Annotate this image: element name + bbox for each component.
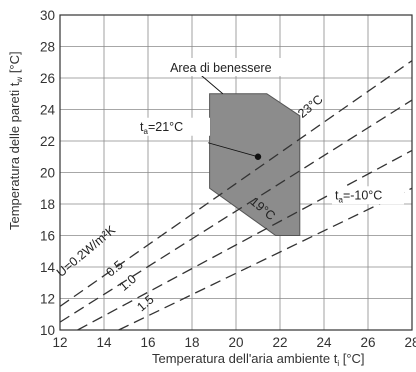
y-tick-label: 12: [40, 292, 55, 307]
series-line-1: [59, 99, 413, 323]
y-tick-label: 16: [40, 229, 55, 244]
comfort-area: [209, 93, 301, 236]
series-line-3: [118, 187, 413, 331]
x-tick-label: 24: [316, 335, 332, 350]
marker-label: ta=21°C: [140, 120, 183, 136]
x-tick-label: 16: [140, 335, 155, 350]
x-tick-label: 22: [272, 335, 287, 350]
comfort-area-label: Area di benessere: [170, 61, 272, 75]
series-line-2: [77, 149, 413, 331]
x-tick-label: 18: [184, 335, 199, 350]
y-tick-label: 14: [40, 260, 56, 275]
x-tick-label: 14: [96, 335, 112, 350]
y-tick-label: 22: [40, 134, 55, 149]
area-leader: [200, 74, 224, 95]
marker-leader: [207, 142, 259, 158]
chart-marks: [200, 74, 262, 160]
x-tick-label: 20: [228, 335, 243, 350]
series-line-0: [59, 60, 413, 307]
area-label-bg: [152, 58, 289, 76]
marker-label-bg: [138, 117, 210, 136]
series-label-3: 1.5: [134, 292, 156, 314]
x-tick-label: 28: [404, 335, 416, 350]
series-label-1: 0.5: [103, 258, 125, 280]
y-tick-label: 26: [40, 71, 55, 86]
x-tick-label: 12: [52, 335, 67, 350]
y-tick-label: 10: [40, 323, 55, 338]
series-lines: [59, 60, 413, 331]
x-tick-label: 26: [360, 335, 375, 350]
y-tick-label: 24: [40, 103, 56, 118]
outdoor-temp-label: ta=-10°C: [335, 188, 382, 204]
y-tick-label: 28: [40, 40, 55, 55]
y-tick-label: 20: [40, 166, 55, 181]
y-axis-title: Temperatura delle pareti tw [°C]: [7, 51, 24, 230]
x-axis-title: Temperatura dell'aria ambiente ti [°C]: [152, 351, 365, 368]
comfort-area-polygon: [209, 93, 301, 236]
plot-frame: [59, 14, 413, 331]
plot-border: [59, 14, 413, 331]
y-tick-label: 18: [40, 197, 55, 212]
y-tick-label: 30: [40, 8, 55, 23]
outdoor-label-bg: [332, 186, 404, 205]
line-annotation-0: 23°C: [295, 92, 325, 121]
